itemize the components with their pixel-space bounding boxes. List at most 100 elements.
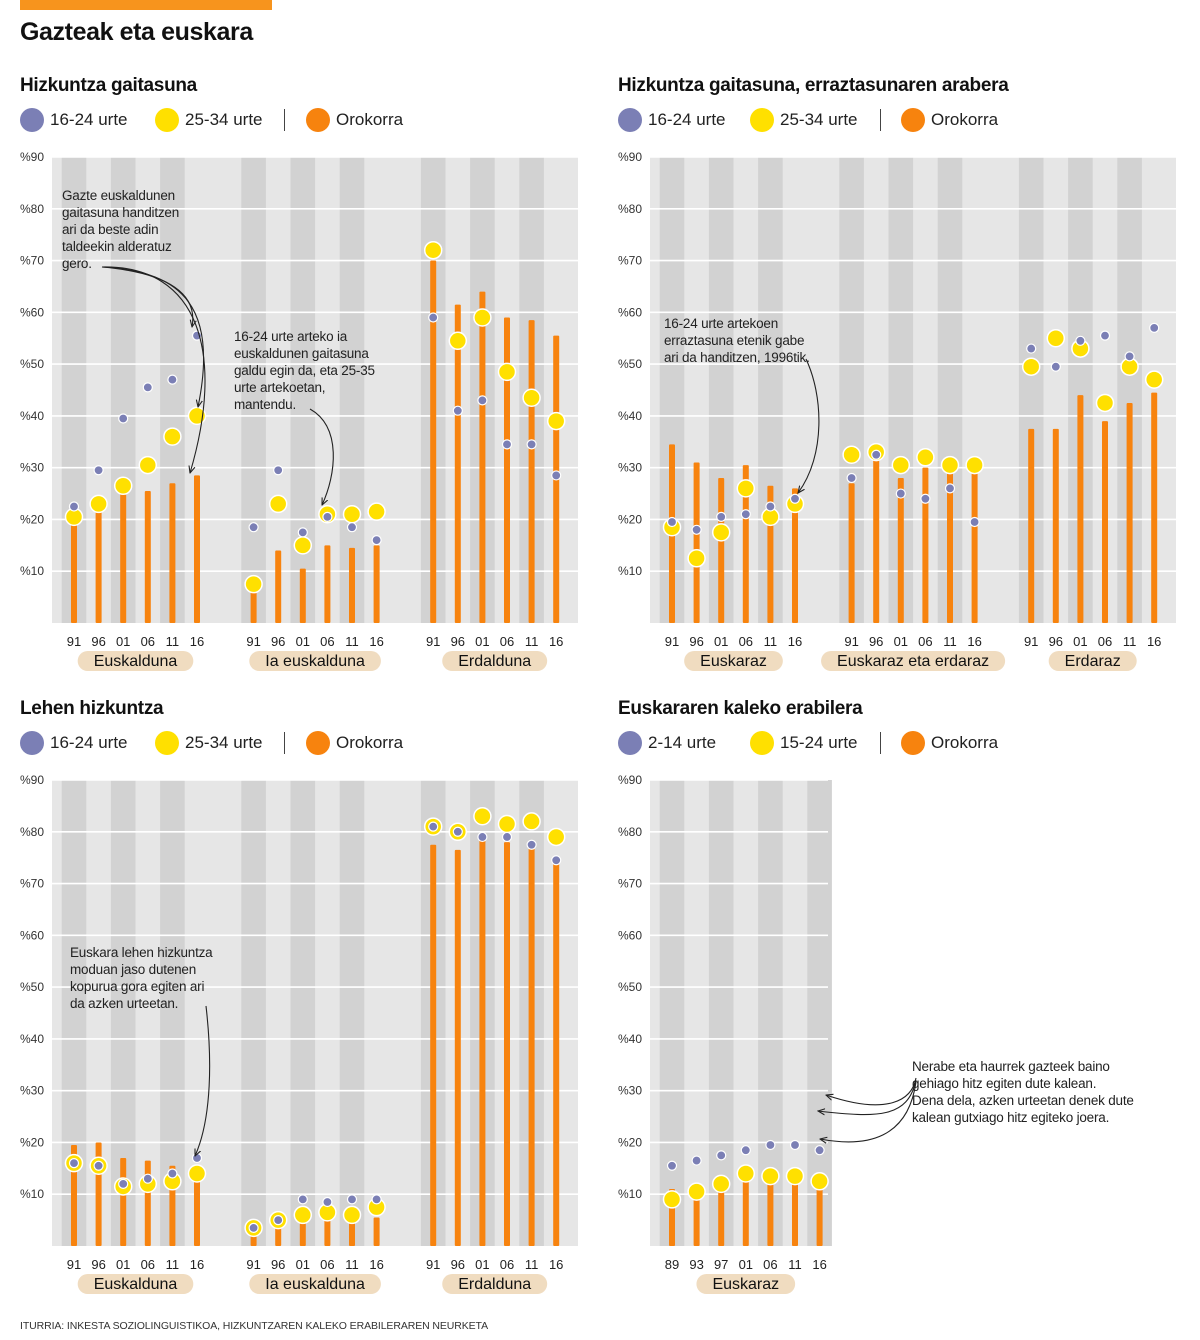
point-mid — [1095, 393, 1115, 413]
bar-overall — [373, 1217, 380, 1246]
y-tick-label: %70 — [618, 254, 642, 268]
legend-label-overall: Orokorra — [336, 110, 404, 129]
x-tick-label: 16 — [190, 634, 204, 649]
point-mid — [342, 505, 362, 524]
point-young — [346, 1194, 358, 1205]
column-band — [241, 157, 266, 623]
point-young — [1050, 361, 1061, 372]
point-young — [167, 1168, 178, 1179]
group-label: Ia euskalduna — [265, 653, 365, 670]
point-young — [716, 1150, 727, 1161]
x-tick-label: 96 — [91, 634, 105, 649]
y-tick-label: %30 — [20, 1084, 44, 1098]
x-tick-label: 01 — [1073, 634, 1087, 649]
bar-overall — [430, 844, 437, 1246]
bar-overall — [742, 465, 749, 623]
y-tick-label: %20 — [20, 512, 44, 526]
annotation-arrow — [798, 358, 820, 493]
bar-overall — [1077, 395, 1084, 623]
group-pill — [1048, 651, 1137, 671]
bar-overall — [144, 1160, 151, 1246]
group-pill — [821, 651, 1006, 671]
panel-kaleko-erabilera: Euskararen kaleko erabilera 2-14 urte 15… — [618, 698, 1200, 1318]
annotation-line: moduan jaso dutenen — [70, 962, 197, 977]
column-band — [807, 780, 832, 1246]
x-tick-label: 89 — [665, 1257, 679, 1272]
point-mid — [423, 240, 443, 260]
point-young — [871, 449, 882, 460]
legend-dot-overall — [901, 108, 925, 132]
point-mid — [711, 1174, 731, 1194]
point-young — [666, 516, 678, 528]
legend-item-young: 16-24 urte — [618, 105, 726, 135]
annotation-line: 16-24 urte artekoen — [664, 316, 779, 331]
bar-overall — [71, 519, 77, 623]
point-young — [765, 1139, 776, 1151]
point-young — [526, 439, 537, 450]
bar-overall — [120, 1157, 127, 1246]
point-mid — [1021, 357, 1041, 376]
point-mid — [662, 1190, 682, 1209]
y-tick-label: %20 — [618, 512, 642, 526]
point-young — [322, 1196, 333, 1208]
point-mid — [163, 427, 182, 446]
point-young — [551, 855, 562, 866]
bar-overall — [897, 478, 904, 623]
x-tick-label: 01 — [116, 634, 130, 649]
legend: 16-24 urte 25-34 urte Orokorra — [618, 105, 1198, 135]
annotation-line: kalean gutxiago hitz egiteko joera. — [912, 1110, 1110, 1125]
panel-title: Lehen hizkuntza — [20, 698, 164, 719]
x-tick-label: 01 — [739, 1257, 753, 1272]
bar-overall — [1102, 421, 1108, 623]
x-tick-label: 11 — [345, 1257, 359, 1272]
x-tick-label: 16 — [369, 1257, 383, 1272]
bar-overall — [873, 459, 880, 623]
y-tick-label: %90 — [20, 150, 44, 164]
x-tick-label: 06 — [500, 634, 514, 649]
y-tick-label: %80 — [20, 825, 44, 839]
y-tick-label: %90 — [618, 150, 642, 164]
y-tick-label: %40 — [20, 1032, 44, 1046]
x-tick-label: 06 — [763, 1257, 777, 1272]
chart-hizkuntza-gaitasuna: %10 %20 %30 %40 %50 %60 %70 %80 %90 91 96 01 06 11 16 E… — [20, 150, 578, 671]
point-mid — [546, 411, 566, 431]
point-young — [118, 413, 129, 424]
x-tick-label: 11 — [345, 634, 359, 649]
x-tick-label: 91 — [246, 1257, 260, 1272]
legend-label-overall: Orokorra — [931, 733, 999, 752]
bar-overall — [947, 470, 953, 623]
group-pill — [77, 651, 194, 671]
legend-item-overall: Orokorra — [306, 728, 403, 758]
x-tick-label: 96 — [271, 634, 285, 649]
point-young — [322, 511, 333, 522]
legend-dot-overall — [306, 108, 330, 132]
point-young — [118, 1178, 129, 1189]
annotation-line: Euskara lehen hizkuntza — [70, 945, 213, 960]
x-tick-label: 06 — [500, 1257, 514, 1272]
legend: 16-24 urte 25-34 urte Orokorra — [20, 728, 600, 758]
point-mid — [244, 574, 263, 594]
y-tick-label: %30 — [20, 461, 44, 475]
group-label: Erdalduna — [458, 1276, 531, 1293]
point-mid — [891, 455, 911, 475]
point-young — [452, 826, 463, 837]
group-label: Ia euskalduna — [265, 1276, 365, 1293]
annotation-line: 16-24 urte arteko ia — [234, 329, 348, 344]
x-tick-label: 01 — [296, 1257, 310, 1272]
bar-overall — [373, 545, 380, 623]
y-tick-label: %40 — [618, 409, 642, 423]
point-mid — [448, 331, 468, 351]
legend-label-mid: 25-34 urte — [185, 110, 263, 129]
point-young — [1149, 322, 1160, 333]
x-tick-label: 11 — [943, 634, 957, 649]
bar-overall — [194, 475, 200, 623]
x-tick-label: 16 — [1147, 634, 1161, 649]
x-tick-label: 11 — [525, 634, 539, 649]
point-mid — [687, 549, 706, 568]
point-young — [297, 1194, 308, 1205]
bar-overall — [250, 591, 257, 623]
point-mid — [113, 476, 133, 496]
annotation-line: galdu egin da, eta 25-35 — [234, 363, 375, 378]
x-tick-label: 16 — [549, 634, 563, 649]
x-tick-label: 11 — [1123, 634, 1137, 649]
